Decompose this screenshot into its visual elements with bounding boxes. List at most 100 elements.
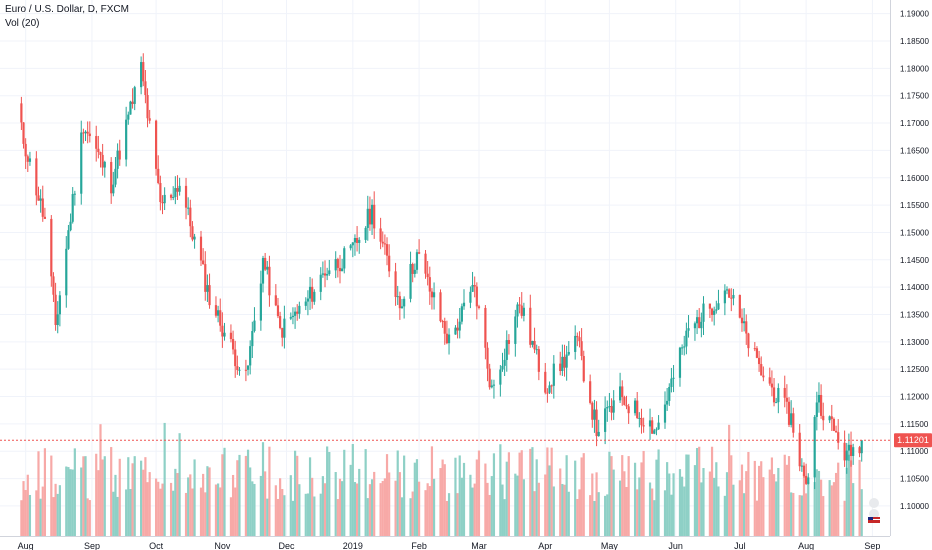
candle-body — [832, 419, 836, 431]
candle-body — [176, 188, 179, 192]
volume-bar — [133, 456, 136, 536]
volume-bar — [381, 480, 384, 536]
candle-body — [289, 317, 292, 319]
candle-body — [640, 417, 643, 426]
volume-bar — [129, 488, 132, 536]
volume-bar — [777, 467, 780, 536]
volume-bar — [565, 455, 568, 536]
candle-body — [657, 422, 660, 430]
volume-bar — [298, 484, 301, 536]
volume-bar — [264, 471, 267, 536]
volume-bar — [396, 450, 399, 536]
candle-body — [253, 320, 256, 332]
candle-body — [148, 118, 151, 121]
volume-bar — [39, 498, 42, 536]
volume-bar — [589, 495, 592, 536]
volume-bar — [834, 472, 838, 536]
candle-body — [501, 365, 504, 370]
candle-body — [110, 161, 113, 194]
candle-body — [537, 349, 540, 372]
candle-body — [792, 413, 795, 433]
volume-bar — [169, 482, 173, 536]
price-tick-label: 1.13000 — [900, 338, 929, 347]
volume-bar — [505, 461, 508, 536]
volume-bar — [462, 462, 466, 536]
candle-body — [236, 366, 239, 371]
volume-bar — [623, 471, 626, 536]
volume-bar — [516, 475, 519, 536]
price-tick-label: 1.18000 — [900, 64, 929, 73]
candle-body — [296, 311, 299, 314]
candle-body — [755, 348, 759, 358]
candle-body — [41, 198, 44, 217]
volume-bar — [86, 498, 89, 536]
volume-bar — [411, 491, 414, 536]
candle-body — [563, 356, 566, 368]
candle-body — [321, 273, 324, 275]
volume-bar — [552, 486, 555, 536]
candle-body — [172, 196, 175, 198]
volume-bar — [815, 469, 818, 536]
candle-body — [439, 292, 442, 322]
candle-body — [860, 440, 863, 454]
volume-bar — [860, 489, 863, 536]
candle-body — [858, 447, 861, 454]
volume-bar — [443, 464, 446, 536]
time-axis[interactable]: Aug Sep Oct Nov Dec 2019 Feb Mar Apr May Jun Jul Aug… — [18, 541, 881, 550]
candle-body — [266, 266, 269, 270]
volume-bar — [561, 483, 564, 536]
volume-bar — [817, 470, 821, 536]
time-tick-label: Oct — [149, 541, 164, 550]
candle-body — [685, 330, 688, 347]
volume-bar — [187, 477, 190, 536]
time-tick-label: Apr — [538, 541, 552, 550]
candle-body — [193, 236, 196, 240]
candle-body — [283, 318, 286, 338]
candle-body — [328, 270, 331, 275]
candle-body — [129, 101, 132, 115]
volume-bar — [715, 462, 718, 536]
volume-bar — [757, 465, 761, 536]
candle-body — [813, 416, 816, 478]
candle-body — [520, 305, 523, 316]
candle-body — [636, 400, 639, 419]
candle-body — [71, 194, 74, 222]
volume-bar — [204, 492, 207, 536]
price-tick-label: 1.14500 — [900, 256, 929, 265]
volume-bar — [852, 483, 855, 536]
volume-bar — [681, 476, 684, 536]
volume-bar — [56, 493, 59, 536]
candle-body — [708, 303, 712, 309]
volume-indicator-label[interactable]: Vol (20) — [5, 18, 40, 29]
volume-bar — [217, 483, 220, 536]
volume-bar — [612, 469, 615, 536]
candle-body — [319, 274, 322, 292]
candle-body — [313, 291, 316, 302]
candle-body — [593, 409, 596, 420]
candle-body — [234, 349, 237, 367]
volume-bar — [822, 496, 825, 536]
price-axis[interactable]: 1.19000 1.18500 1.18000 1.17500 1.17000 1.165… — [900, 10, 929, 511]
volume-bar — [131, 463, 134, 536]
volume-bar — [672, 473, 675, 536]
volume-bar — [700, 482, 703, 536]
volume-bar — [610, 456, 613, 536]
candle-body — [219, 310, 222, 326]
volume-bar — [469, 474, 472, 536]
candle-body — [65, 248, 68, 296]
volume-bar — [321, 476, 324, 536]
volume-bars — [20, 422, 863, 536]
candle-body — [311, 286, 314, 302]
candle-body — [157, 168, 160, 183]
volume-bar — [732, 484, 735, 536]
volume-bar — [110, 447, 113, 536]
volume-bar — [246, 449, 250, 536]
us-flag-icon — [868, 498, 880, 523]
volume-bar — [625, 486, 628, 536]
candle-body — [326, 274, 329, 276]
candle-body — [518, 304, 521, 306]
volume-bar — [593, 500, 596, 536]
candle-body — [484, 307, 487, 348]
candle-body — [595, 409, 598, 437]
